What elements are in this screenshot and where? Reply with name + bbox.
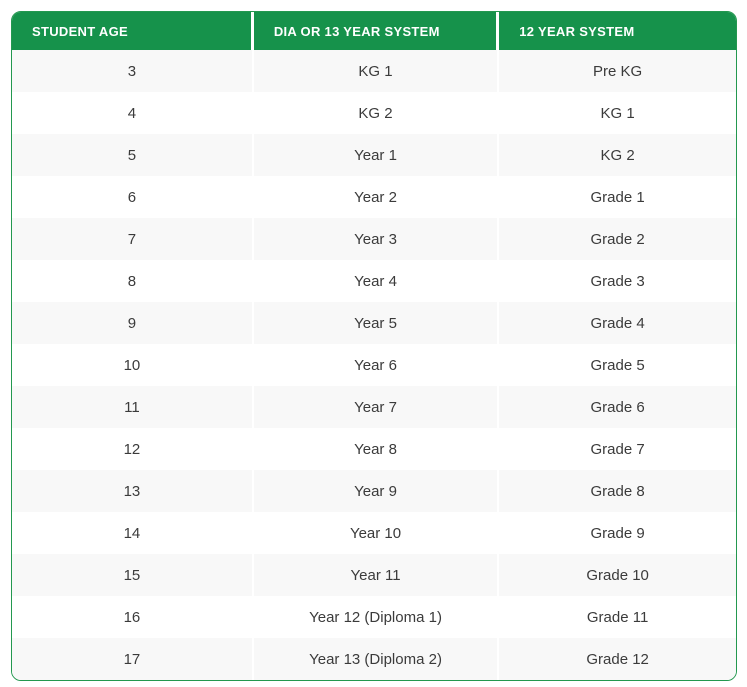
dia-13-year-system-cell: Year 1	[253, 134, 500, 176]
header-dia-13-year-system: DIA OR 13 YEAR SYSTEM	[253, 12, 500, 50]
age-cell: 5	[12, 134, 254, 176]
twelve-year-system-cell: Grade 2	[499, 218, 736, 260]
age-cell: 13	[12, 470, 254, 512]
age-cell: 3	[12, 50, 254, 92]
dia-13-year-system-cell: Year 11	[253, 554, 500, 596]
dia-13-year-system-cell: Year 7	[253, 386, 500, 428]
table-header: STUDENT AGE DIA OR 13 YEAR SYSTEM 12 YEA…	[12, 12, 736, 50]
twelve-year-system-cell: Grade 3	[499, 260, 736, 302]
twelve-year-system-cell: KG 2	[499, 134, 736, 176]
table-body: 3 KG 1 Pre KG 4 KG 2 KG 1 5 Year 1 KG 2 6 Year 2 Gr…	[12, 50, 736, 680]
twelve-year-system-cell: Grade 4	[499, 302, 736, 344]
dia-13-year-system-cell: Year 4	[253, 260, 500, 302]
table-row: 12 Year 8 Grade 7	[12, 428, 736, 470]
table-row: 15 Year 11 Grade 10	[12, 554, 736, 596]
table-row: 3 KG 1 Pre KG	[12, 50, 736, 92]
dia-13-year-system-cell: Year 10	[253, 512, 500, 554]
dia-13-year-system-cell: KG 2	[253, 92, 500, 134]
twelve-year-system-cell: KG 1	[499, 92, 736, 134]
age-cell: 10	[12, 344, 254, 386]
twelve-year-system-cell: Pre KG	[499, 50, 736, 92]
twelve-year-system-cell: Grade 9	[499, 512, 736, 554]
table-row: 10 Year 6 Grade 5	[12, 344, 736, 386]
table-row: 9 Year 5 Grade 4	[12, 302, 736, 344]
dia-13-year-system-cell: Year 12 (Diploma 1)	[253, 596, 500, 638]
twelve-year-system-cell: Grade 7	[499, 428, 736, 470]
table-row: 11 Year 7 Grade 6	[12, 386, 736, 428]
twelve-year-system-cell: Grade 8	[499, 470, 736, 512]
twelve-year-system-cell: Grade 1	[499, 176, 736, 218]
twelve-year-system-cell: Grade 6	[499, 386, 736, 428]
table-row: 8 Year 4 Grade 3	[12, 260, 736, 302]
age-cell: 15	[12, 554, 254, 596]
age-cell: 4	[12, 92, 254, 134]
table-row: 14 Year 10 Grade 9	[12, 512, 736, 554]
dia-13-year-system-cell: KG 1	[253, 50, 500, 92]
dia-13-year-system-cell: Year 13 (Diploma 2)	[253, 638, 500, 680]
twelve-year-system-cell: Grade 10	[499, 554, 736, 596]
table-row: 17 Year 13 (Diploma 2) Grade 12	[12, 638, 736, 680]
age-cell: 14	[12, 512, 254, 554]
header-12-year-system: 12 YEAR SYSTEM	[499, 12, 736, 50]
dia-13-year-system-cell: Year 3	[253, 218, 500, 260]
table-row: 6 Year 2 Grade 1	[12, 176, 736, 218]
age-cell: 9	[12, 302, 254, 344]
age-cell: 17	[12, 638, 254, 680]
dia-13-year-system-cell: Year 8	[253, 428, 500, 470]
table-row: 13 Year 9 Grade 8	[12, 470, 736, 512]
twelve-year-system-cell: Grade 5	[499, 344, 736, 386]
age-cell: 12	[12, 428, 254, 470]
twelve-year-system-cell: Grade 12	[499, 638, 736, 680]
dia-13-year-system-cell: Year 5	[253, 302, 500, 344]
dia-13-year-system-cell: Year 2	[253, 176, 500, 218]
age-cell: 16	[12, 596, 254, 638]
age-grade-conversion-table-container: STUDENT AGE DIA OR 13 YEAR SYSTEM 12 YEA…	[11, 11, 737, 681]
table-row: 16 Year 12 (Diploma 1) Grade 11	[12, 596, 736, 638]
age-cell: 11	[12, 386, 254, 428]
header-student-age: STUDENT AGE	[12, 12, 254, 50]
age-cell: 7	[12, 218, 254, 260]
age-cell: 6	[12, 176, 254, 218]
twelve-year-system-cell: Grade 11	[499, 596, 736, 638]
age-cell: 8	[12, 260, 254, 302]
table-row: 4 KG 2 KG 1	[12, 92, 736, 134]
table-row: 7 Year 3 Grade 2	[12, 218, 736, 260]
header-row: STUDENT AGE DIA OR 13 YEAR SYSTEM 12 YEA…	[12, 12, 736, 50]
dia-13-year-system-cell: Year 6	[253, 344, 500, 386]
dia-13-year-system-cell: Year 9	[253, 470, 500, 512]
age-grade-conversion-table: STUDENT AGE DIA OR 13 YEAR SYSTEM 12 YEA…	[12, 12, 736, 680]
table-row: 5 Year 1 KG 2	[12, 134, 736, 176]
